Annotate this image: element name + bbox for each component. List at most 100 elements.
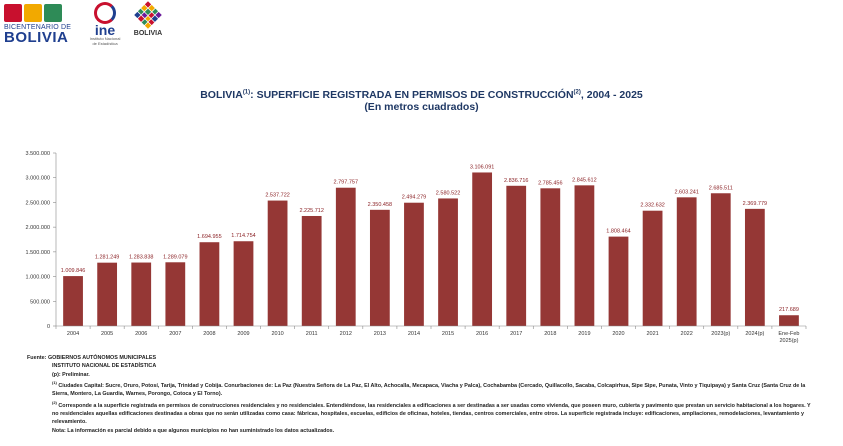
bar [233, 241, 254, 326]
x-tick-label: 2004 [67, 331, 79, 337]
data-label: 1.281.249 [95, 255, 119, 261]
x-tick-label: 2007 [169, 331, 181, 337]
bicentenario-line1: BICENTENARIO DE [4, 24, 72, 31]
x-tick-label: 2023(p) [711, 331, 730, 337]
data-label: 2.785.456 [538, 180, 562, 186]
x-tick-label: Ene-Feb [778, 331, 799, 337]
x-tick-label: 2022 [681, 331, 693, 337]
x-tick-label: 2019 [578, 331, 590, 337]
x-tick-label: 2018 [544, 331, 556, 337]
data-label: 2.350.458 [368, 202, 392, 208]
title-sup2: (2) [573, 89, 581, 96]
source-label: Fuente: [27, 355, 47, 361]
y-tick-label: 3.500.000 [26, 151, 50, 157]
x-tick-label: 2024(p) [745, 331, 764, 337]
bolivia-government-logo: BOLIVIA [128, 1, 168, 54]
data-label: 217.689 [779, 307, 799, 313]
chart-title: BOLIVIA(1): SUPERFICIE REGISTRADA EN PER… [0, 89, 843, 101]
data-label: 1.283.838 [129, 255, 153, 261]
title-part2: : SUPERFICIE REGISTRADA EN PERMISOS DE C… [250, 89, 574, 101]
x-tick-label: 2020 [612, 331, 624, 337]
x-tick-label: 2012 [340, 331, 352, 337]
x-tick-label: 2011 [306, 331, 318, 337]
y-tick-label: 500.000 [30, 299, 50, 305]
bar [676, 197, 697, 326]
final-note: Nota: La información es parcial debido a… [52, 427, 335, 434]
bar [506, 185, 527, 326]
bar [608, 236, 629, 326]
title-part3: , 2004 - 2025 [580, 89, 643, 101]
note-2-text: Corresponde a la superficie registrada e… [52, 402, 811, 426]
source-line-1: Fuente: GOBIERNOS AUTÓNOMOS MUNICIPALES [27, 354, 817, 362]
data-label: 2.836.716 [504, 178, 528, 184]
data-label: 1.808.464 [606, 229, 630, 235]
x-tick-label: 2005 [101, 331, 113, 337]
ine-logo-subtitle: Instituto Nacional de Estadística [89, 36, 121, 46]
bolivia-chakana-icon [134, 1, 162, 29]
x-tick-label-line2: 2025(p) [779, 338, 798, 344]
note-1-mark: (1) [52, 380, 57, 386]
title-sup1: (1) [242, 89, 251, 96]
x-tick-label: 2008 [203, 331, 215, 337]
data-label: 1.694.955 [197, 234, 221, 240]
bicentenario-line2: BOLIVIA [4, 29, 69, 46]
bar-chart: 0 500.000 1.000.000 1.500.000 2.000.000 2.500… [26, 151, 807, 344]
bar [438, 198, 458, 326]
data-label: 2.537.722 [265, 193, 289, 199]
x-tick-label: 2021 [646, 331, 658, 337]
x-tick-label: 2017 [510, 331, 522, 337]
data-label: 3.106.091 [470, 164, 494, 170]
y-tick-label: 3.000.000 [26, 176, 50, 182]
note-1-text: Ciudades Capital: Sucre, Oruro, Potosí, … [52, 383, 806, 398]
x-tick-label: 2016 [476, 331, 488, 337]
data-label: 2.797.757 [334, 180, 358, 186]
data-label: 2.603.241 [674, 189, 698, 195]
y-tick-label: 1.500.000 [26, 250, 50, 256]
footnotes: Fuente: GOBIERNOS AUTÓNOMOS MUNICIPALES … [27, 354, 817, 435]
y-tick-label: 2.000.000 [26, 225, 50, 231]
x-tick-label: 2014 [408, 331, 420, 337]
x-axis: 2004 2005 2006 2007 2008 2009 2010 2011 2012 2013… [55, 325, 807, 344]
bar [267, 200, 288, 326]
y-tick-label: 1.000.000 [26, 275, 50, 281]
ine-logo: ine Instituto Nacional de Estadística [88, 2, 122, 56]
bar [642, 210, 663, 326]
note-2-mark: (2) [52, 399, 57, 405]
data-label: 2.580.522 [436, 190, 460, 196]
bar [369, 209, 390, 326]
bar [131, 262, 152, 326]
data-label: 1.289.079 [163, 254, 187, 260]
bicentenario-emblem-icon [4, 4, 80, 22]
data-label: 1.714.754 [231, 233, 255, 239]
bolivia-logo-text: BOLIVIA [133, 30, 163, 37]
ine-logo-text: ine [94, 22, 116, 38]
title-part1: BOLIVIA [200, 89, 243, 101]
y-axis: 0 500.000 1.000.000 1.500.000 2.000.000 2.500… [26, 151, 57, 330]
note-2: (2) Corresponde a la superficie registra… [27, 399, 817, 427]
data-label: 2.332.632 [640, 203, 664, 209]
x-tick-label: 2013 [374, 331, 386, 337]
x-tick-label: 2015 [442, 331, 454, 337]
data-label: 2.685.511 [709, 185, 733, 191]
data-label: 2.225.712 [299, 208, 323, 214]
bicentenario-logo: BICENTENARIO DE BOLIVIA [4, 4, 80, 56]
bar [574, 185, 595, 326]
source-line-2: INSTITUTO NACIONAL DE ESTADÍSTICA [52, 363, 157, 370]
bar [335, 187, 356, 326]
bar [165, 262, 186, 326]
ine-emblem-icon [94, 2, 116, 24]
y-tick-label: 0 [47, 324, 50, 330]
chart-subtitle: (En metros cuadrados) [364, 101, 479, 113]
data-label: 2.845.612 [572, 177, 596, 183]
note-1: (1) Ciudades Capital: Sucre, Oruro, Poto… [27, 379, 817, 399]
bar [779, 315, 799, 326]
bar [472, 172, 493, 326]
data-label: 2.494.279 [402, 195, 426, 201]
bar [710, 193, 731, 326]
bar [97, 262, 118, 326]
bars-group: 1.009.846 1.281.249 1.283.838 1.289.079 1.69… [61, 164, 799, 326]
bar [199, 242, 220, 326]
x-tick-label: 2009 [237, 331, 249, 337]
bar [744, 208, 765, 326]
x-tick-label: 2010 [271, 331, 283, 337]
